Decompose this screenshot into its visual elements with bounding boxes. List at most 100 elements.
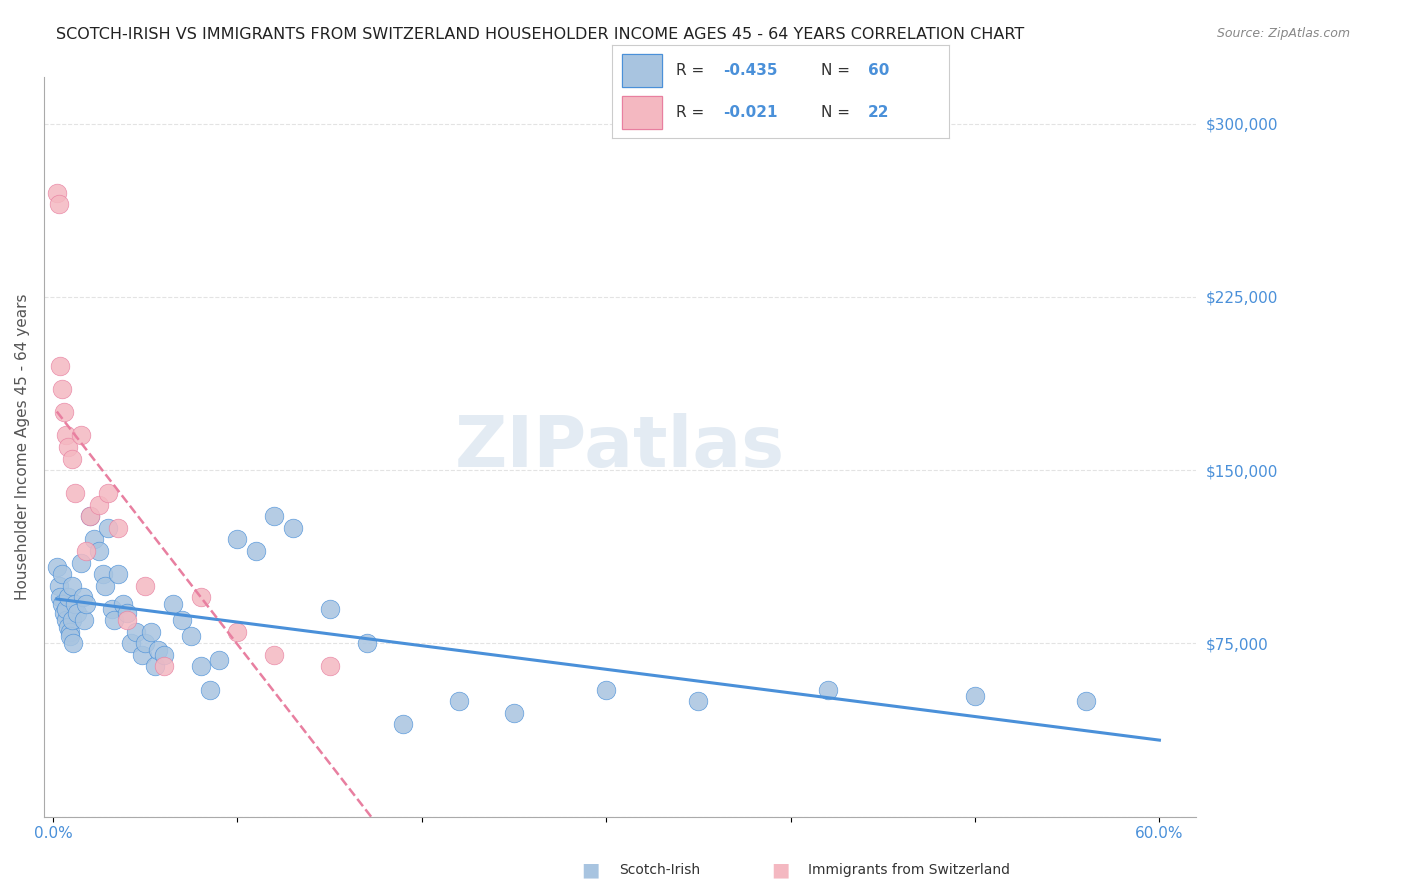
Point <box>53 607 76 621</box>
Point <box>93 579 115 593</box>
Point <box>83 533 105 547</box>
Text: SCOTCH-IRISH VS IMMIGRANTS FROM SWITZERLAND HOUSEHOLDER INCOME AGES 45 - 64 YEAR: SCOTCH-IRISH VS IMMIGRANTS FROM SWITZERL… <box>56 27 1025 42</box>
Point <box>59 629 82 643</box>
Point <box>245 544 267 558</box>
Text: R =: R = <box>676 63 709 78</box>
Point <box>56 590 79 604</box>
Text: Source: ZipAtlas.com: Source: ZipAtlas.com <box>1216 27 1350 40</box>
Point <box>75 597 97 611</box>
Point <box>103 613 125 627</box>
Point <box>125 624 148 639</box>
Point <box>503 706 526 720</box>
Point <box>97 486 120 500</box>
Point <box>152 659 174 673</box>
Point <box>115 613 138 627</box>
Text: Immigrants from Switzerland: Immigrants from Switzerland <box>808 863 1011 877</box>
Bar <box>621 54 662 87</box>
Point <box>208 652 231 666</box>
Point <box>48 197 70 211</box>
Text: ■: ■ <box>770 860 790 880</box>
Point <box>69 428 91 442</box>
Point <box>56 620 79 634</box>
Point <box>107 521 129 535</box>
Text: ■: ■ <box>581 860 600 880</box>
Point <box>45 186 67 200</box>
Point <box>89 498 111 512</box>
Text: N =: N = <box>821 63 855 78</box>
Point <box>190 659 212 673</box>
Point <box>65 486 87 500</box>
Point <box>51 567 73 582</box>
Point <box>101 601 124 615</box>
Point <box>60 613 83 627</box>
Text: -0.435: -0.435 <box>723 63 778 78</box>
Text: Scotch-Irish: Scotch-Irish <box>619 863 700 877</box>
Point <box>51 382 73 396</box>
Point <box>75 544 97 558</box>
Point <box>49 359 72 374</box>
Point <box>89 544 111 558</box>
Point <box>263 648 285 662</box>
Point <box>152 648 174 662</box>
Point <box>112 597 135 611</box>
Point <box>190 590 212 604</box>
Point <box>392 717 415 731</box>
Point <box>198 682 221 697</box>
Point <box>62 636 84 650</box>
Point <box>53 405 76 419</box>
Text: N =: N = <box>821 105 855 120</box>
Point <box>134 579 156 593</box>
Point <box>48 579 70 593</box>
Point <box>148 643 170 657</box>
Point <box>60 451 83 466</box>
Bar <box>621 96 662 129</box>
Point <box>131 648 153 662</box>
Point <box>79 509 101 524</box>
Point <box>180 629 202 643</box>
Point <box>72 590 94 604</box>
Point <box>59 624 82 639</box>
Point <box>1074 694 1097 708</box>
Point <box>226 624 249 639</box>
Text: ZIPatlas: ZIPatlas <box>456 412 785 482</box>
Point <box>107 567 129 582</box>
Point <box>281 521 304 535</box>
Point <box>143 659 166 673</box>
Bar <box>621 54 662 87</box>
Point <box>226 533 249 547</box>
Point <box>120 636 142 650</box>
Point <box>817 682 839 697</box>
Point <box>73 613 96 627</box>
Point <box>162 597 184 611</box>
Point <box>66 607 89 621</box>
Point <box>447 694 470 708</box>
Point <box>688 694 710 708</box>
Point <box>318 659 340 673</box>
Point <box>97 521 120 535</box>
Point <box>595 682 617 697</box>
Point <box>134 636 156 650</box>
Point <box>172 613 194 627</box>
Point <box>263 509 285 524</box>
Point <box>51 597 73 611</box>
Text: 22: 22 <box>868 105 890 120</box>
Point <box>963 690 986 704</box>
Bar <box>621 96 662 129</box>
Point <box>45 560 67 574</box>
Point <box>60 579 83 593</box>
Text: R =: R = <box>676 105 709 120</box>
Text: 60: 60 <box>868 63 890 78</box>
Point <box>55 613 77 627</box>
Point <box>79 509 101 524</box>
Point <box>49 590 72 604</box>
Point <box>55 601 77 615</box>
Text: -0.021: -0.021 <box>723 105 778 120</box>
Point <box>55 428 77 442</box>
Point <box>65 597 87 611</box>
Point <box>91 567 114 582</box>
Point <box>139 624 162 639</box>
Point <box>69 556 91 570</box>
Y-axis label: Householder Income Ages 45 - 64 years: Householder Income Ages 45 - 64 years <box>15 293 30 600</box>
Point <box>115 607 138 621</box>
Point <box>318 601 340 615</box>
